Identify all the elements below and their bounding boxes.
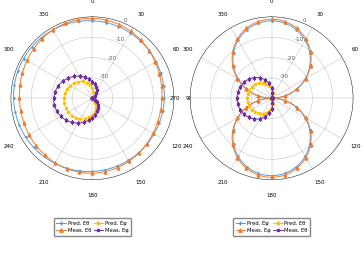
Legend: Pred. Eθ, Meas. Eθ, Pred. Eφ, Meas. Eφ: Pred. Eθ, Meas. Eθ, Pred. Eφ, Meas. Eφ [54,218,131,236]
Legend: Pred. Eφ, Meas. Eφ, Pred. Eθ, Meas. Eθ: Pred. Eφ, Meas. Eφ, Pred. Eθ, Meas. Eθ [233,218,310,236]
